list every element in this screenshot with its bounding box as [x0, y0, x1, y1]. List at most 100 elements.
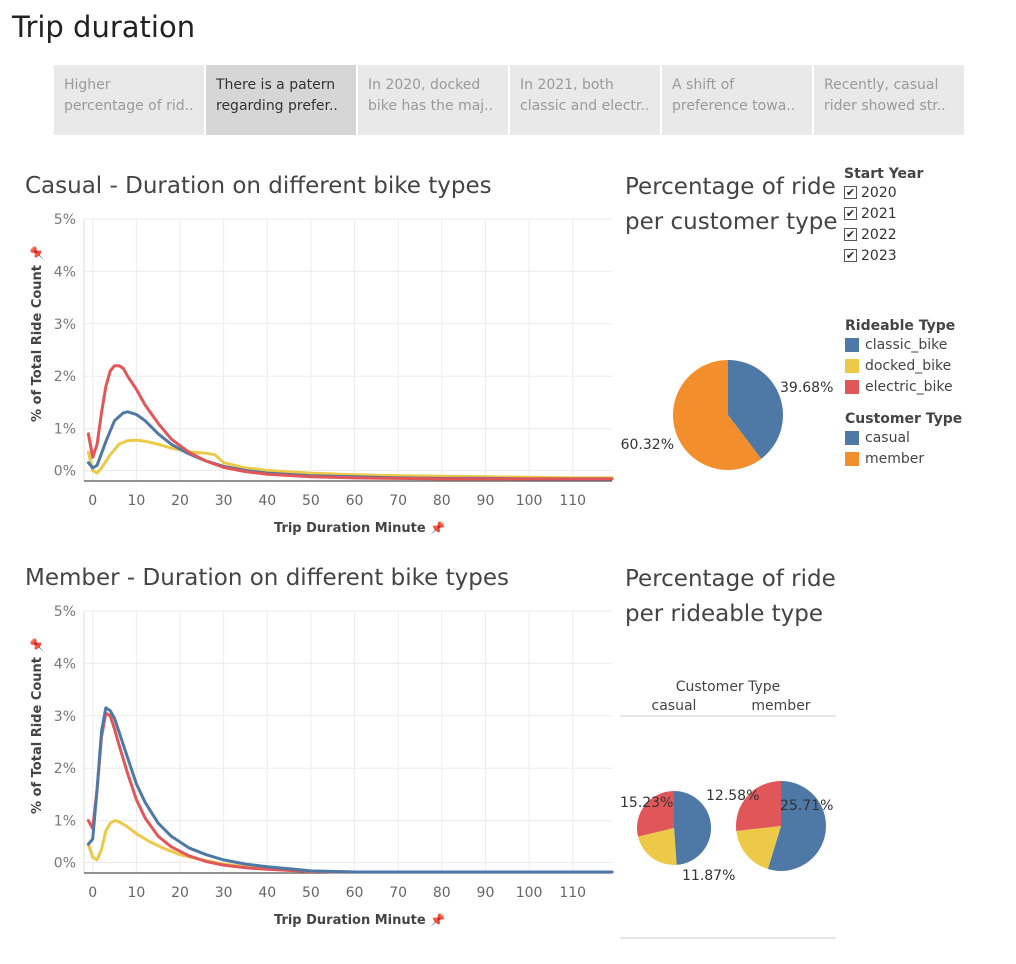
- story-point-label-line2: classic and electr..: [520, 98, 650, 114]
- x-tick-label: 100: [516, 493, 543, 509]
- series-line-docked-bike[interactable]: [86, 819, 614, 874]
- filter-option-2023[interactable]: ✔ 2023: [844, 245, 923, 266]
- pie-slice-member[interactable]: [673, 360, 762, 470]
- x-tick-label: 100: [516, 885, 543, 901]
- story-point-5[interactable]: A shift of preference towa..: [662, 65, 812, 135]
- legend-item-classic-bike[interactable]: classic_bike: [845, 334, 955, 355]
- x-tick-label: 70: [389, 885, 407, 901]
- filter-title: Start Year: [844, 166, 924, 182]
- x-tick-label: 50: [302, 493, 320, 509]
- rideable-type-pie-chart: Customer Type casual member 11.87% 15.23% 25.…: [620, 679, 836, 939]
- pin-icon[interactable]: 📌: [30, 637, 44, 653]
- y-axis-label: % of Total Ride Count: [30, 264, 45, 422]
- y-tick-label: 3%: [54, 317, 76, 333]
- pie-slice-label: 60.32%: [621, 437, 674, 453]
- x-tick-label: 80: [433, 885, 451, 901]
- story-point-label-line2: bike has the maj..: [368, 98, 494, 114]
- checkbox[interactable]: ✔: [844, 207, 857, 220]
- x-tick-label: 30: [215, 493, 233, 509]
- x-tick-label: 40: [258, 493, 276, 509]
- x-tick-label: 60: [346, 493, 364, 509]
- pie-slice-label: 15.23%: [620, 795, 673, 811]
- filter-option-label: 2021: [861, 205, 897, 222]
- pie-slice-classic-bike[interactable]: [767, 781, 827, 871]
- x-tick-label: 20: [171, 493, 189, 509]
- legend-swatch: [845, 379, 859, 394]
- filter-option-2022[interactable]: ✔ 2022: [844, 224, 923, 245]
- story-point-label-line2: rider showed str..: [824, 98, 946, 114]
- legend-item-electric-bike[interactable]: electric_bike: [845, 376, 955, 397]
- story-point-3[interactable]: In 2020, docked bike has the maj..: [358, 65, 508, 135]
- pie-slice-electric-bike[interactable]: [636, 791, 674, 837]
- story-navigator: Higher percentage of rid.. There is a pat…: [54, 65, 964, 135]
- series-line-docked-bike[interactable]: [86, 438, 614, 480]
- filter-option-label: 2022: [861, 226, 897, 243]
- pie-slice-electric-bike[interactable]: [736, 781, 781, 831]
- y-tick-label: 1%: [54, 814, 76, 830]
- x-axis-label: Trip Duration Minute: [274, 521, 426, 536]
- rideable-type-legend: Rideable Type classic_bike docked_bike e…: [845, 318, 955, 397]
- pin-icon[interactable]: 📌: [30, 245, 44, 261]
- story-point-label-line1: A shift of: [672, 77, 735, 93]
- story-point-1[interactable]: Higher percentage of rid..: [54, 65, 204, 135]
- legend-label: casual: [865, 429, 910, 446]
- story-point-label-line1: Recently, casual: [824, 77, 939, 93]
- legend-item-member[interactable]: member: [845, 448, 962, 469]
- pie-slice-casual[interactable]: [728, 360, 784, 459]
- checkbox[interactable]: ✔: [844, 228, 857, 241]
- start-year-filter: Start Year ✔ 2020 ✔ 2021 ✔ 2022 ✔ 2023: [844, 166, 923, 266]
- casual-duration-line-chart: 0 10 20 30 40 50 60 70 80 90 100 110 0% 1% 2% 3% 4% 5%: [54, 212, 614, 509]
- x-tick-label: 90: [477, 885, 495, 901]
- pin-icon[interactable]: 📌: [430, 913, 446, 927]
- x-tick-label: 30: [215, 885, 233, 901]
- pin-icon[interactable]: 📌: [430, 521, 446, 535]
- filter-option-label: 2023: [861, 247, 897, 264]
- x-tick-label: 110: [559, 885, 586, 901]
- pie-slice-label: 12.58%: [706, 788, 759, 804]
- story-point-label-line1: In 2021, both: [520, 77, 614, 93]
- legend-item-casual[interactable]: casual: [845, 427, 962, 448]
- x-tick-label: 0: [88, 493, 97, 509]
- filter-option-2021[interactable]: ✔ 2021: [844, 203, 923, 224]
- x-tick-label: 20: [171, 885, 189, 901]
- customer-type-pie-chart: 39.68% 60.32%: [621, 360, 833, 470]
- legend-title: Rideable Type: [845, 318, 956, 334]
- legend-label: electric_bike: [865, 378, 953, 395]
- series-line-electric-bike[interactable]: [86, 364, 614, 481]
- y-tick-label: 1%: [54, 422, 76, 438]
- y-axis-label: % of Total Ride Count: [30, 656, 45, 814]
- y-tick-label: 2%: [54, 761, 76, 777]
- story-point-6[interactable]: Recently, casual rider showed str..: [814, 65, 964, 135]
- casual-y-axis-title: % of Total Ride Count 📌: [30, 246, 45, 423]
- y-tick-label: 4%: [54, 264, 76, 280]
- x-tick-label: 110: [559, 493, 586, 509]
- x-tick-label: 50: [302, 885, 320, 901]
- legend-item-docked-bike[interactable]: docked_bike: [845, 355, 955, 376]
- filter-option-2020[interactable]: ✔ 2020: [844, 182, 923, 203]
- y-tick-label: 3%: [54, 709, 76, 725]
- facet-header: Customer Type: [676, 679, 781, 695]
- x-tick-label: 40: [258, 885, 276, 901]
- pie-slice-label: 39.68%: [780, 380, 833, 396]
- y-tick-label: 5%: [54, 212, 76, 228]
- legend-swatch: [845, 337, 859, 352]
- y-tick-label: 5%: [54, 604, 76, 620]
- legend-label: classic_bike: [865, 336, 948, 353]
- x-tick-label: 70: [389, 493, 407, 509]
- x-tick-label: 80: [433, 493, 451, 509]
- pie-slice-classic-bike[interactable]: [674, 790, 712, 865]
- filter-option-label: 2020: [861, 184, 897, 201]
- legend-label: member: [865, 450, 925, 467]
- checkbox[interactable]: ✔: [844, 186, 857, 199]
- x-tick-label: 90: [477, 493, 495, 509]
- story-point-4[interactable]: In 2021, both classic and electr..: [510, 65, 660, 135]
- pie-slice-docked-bike[interactable]: [736, 826, 781, 870]
- x-tick-label: 10: [127, 493, 145, 509]
- checkbox[interactable]: ✔: [844, 249, 857, 262]
- page-title: Trip duration: [12, 10, 196, 44]
- story-point-2[interactable]: There is a patern regarding prefer..: [206, 65, 356, 135]
- legend-swatch: [845, 430, 859, 445]
- series-line-classic-bike[interactable]: [86, 706, 614, 874]
- pie-slice-docked-bike[interactable]: [638, 828, 677, 866]
- member-duration-line-chart: 0 10 20 30 40 50 60 70 80 90 100 110 0% 1% 2% 3% 4% 5%: [54, 604, 614, 901]
